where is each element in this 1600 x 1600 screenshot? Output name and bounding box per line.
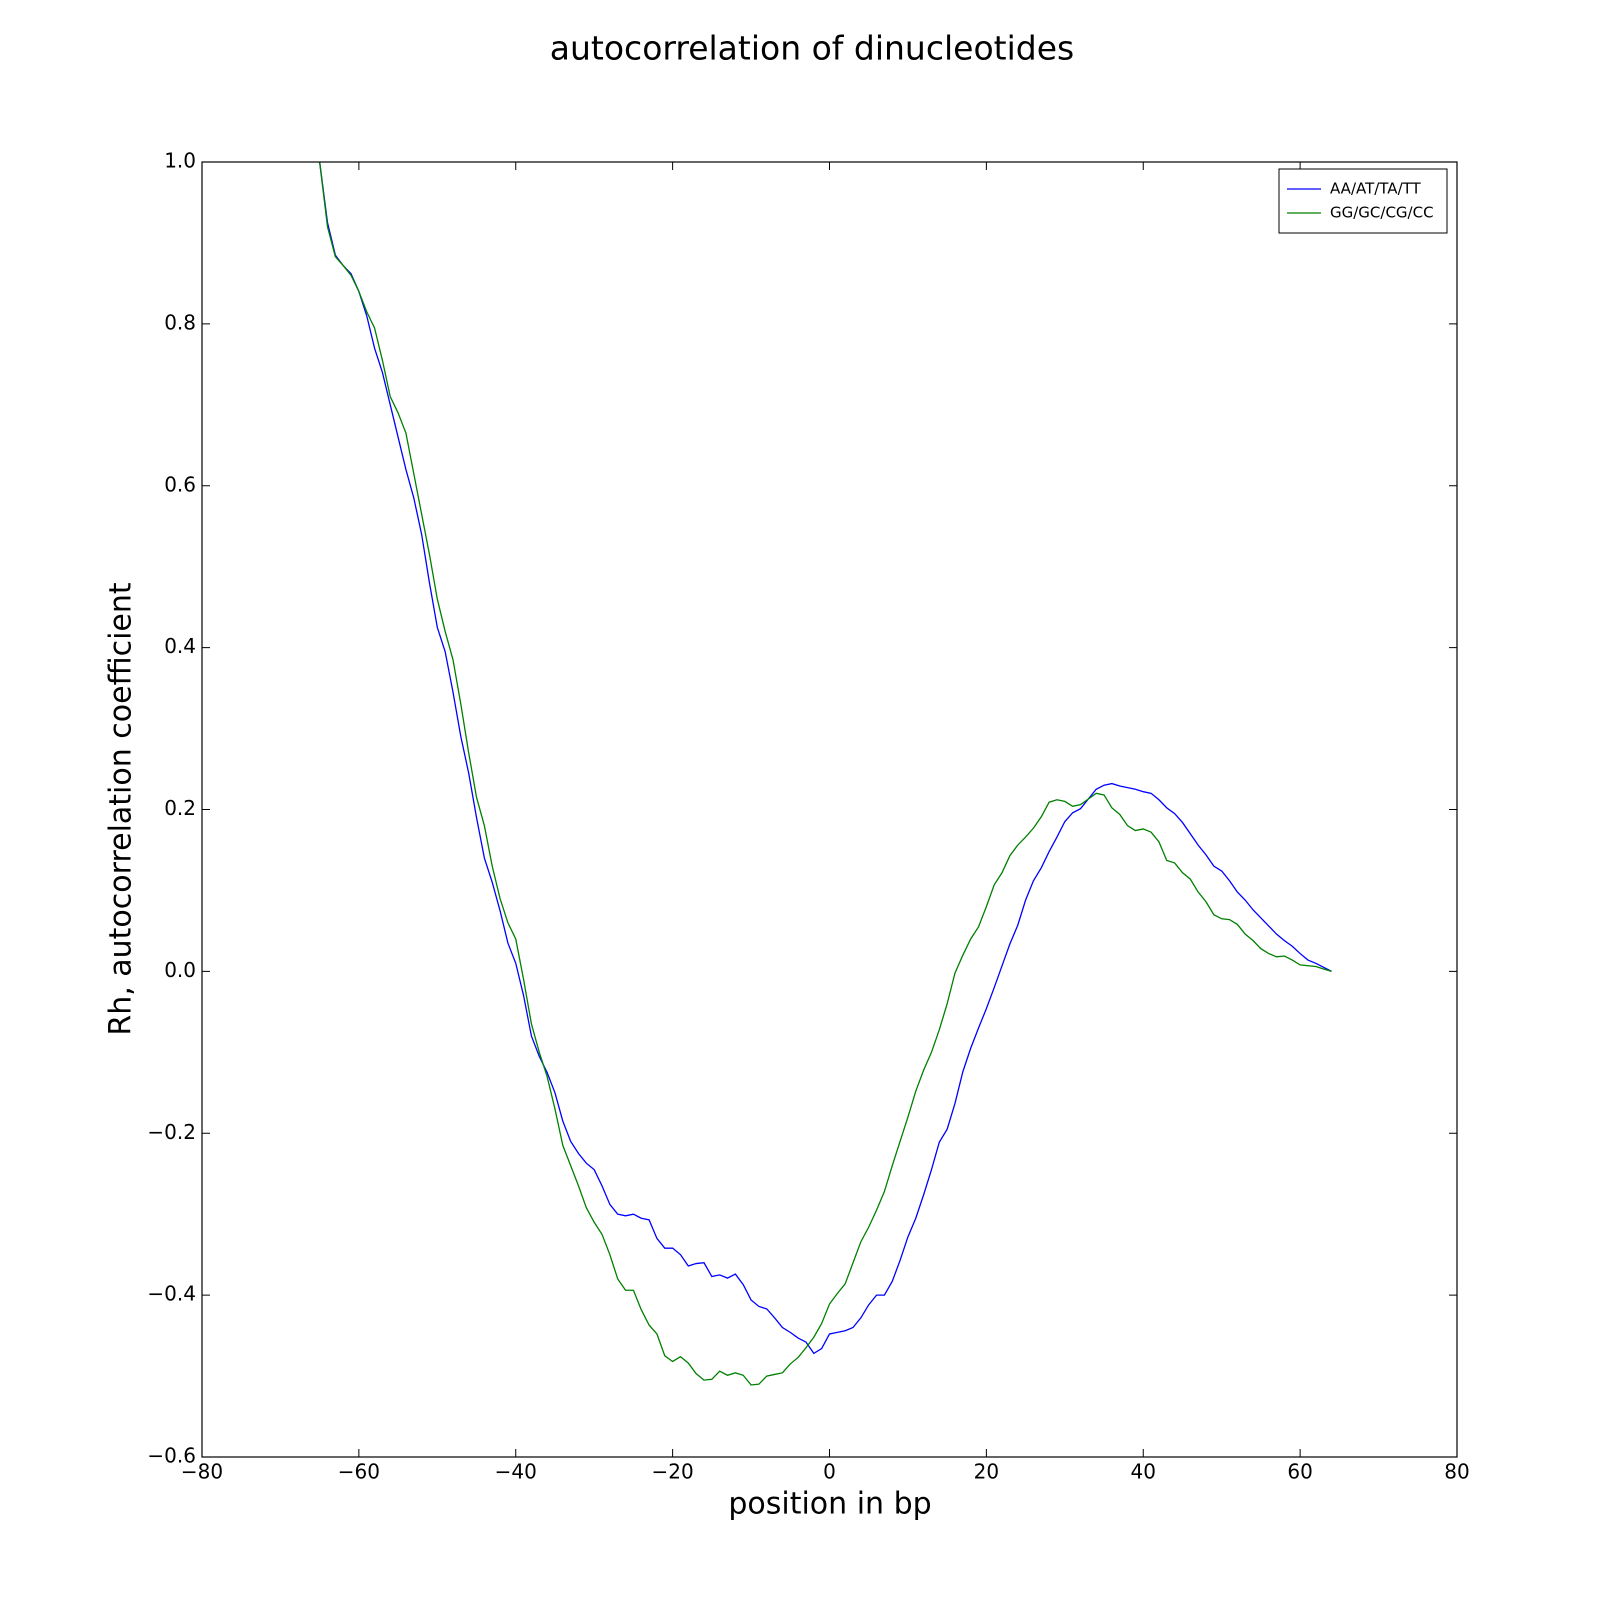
legend-label: AA/AT/TA/TT [1330,180,1422,198]
x-tick-label: −60 [338,1460,380,1484]
y-tick-label: −0.6 [147,1444,196,1468]
data-line [319,162,1332,1386]
y-tick-label: 0.6 [164,472,196,496]
legend-label: GG/GC/CG/CC [1330,204,1434,222]
y-tick-label: 0.2 [164,796,196,820]
y-tick-label: −0.2 [147,1120,196,1144]
plot-frame [201,161,1458,1458]
y-tick-label: −0.4 [147,1282,196,1306]
chart-title: autocorrelation of dinucleotides [550,29,1074,68]
x-tick-label: 20 [974,1460,999,1484]
y-tick-label: 0.8 [164,310,196,334]
x-axis-label: position in bp [728,1487,931,1522]
x-tick-label: 80 [1444,1460,1469,1484]
x-tick-label: 40 [1131,1460,1156,1484]
legend-box [1278,168,1448,234]
y-tick-label: 0.4 [164,634,196,658]
y-tick-label: 0.0 [164,958,196,982]
x-tick-label: −80 [181,1460,223,1484]
x-tick-label: −20 [652,1460,694,1484]
y-tick-label: 1.0 [164,149,196,173]
y-axis-label: Rh, autocorrelation coefficient [104,582,139,1036]
data-line [319,162,1332,1355]
x-tick-label: 60 [1287,1460,1312,1484]
x-tick-label: 0 [823,1460,836,1484]
x-tick-label: −40 [495,1460,537,1484]
